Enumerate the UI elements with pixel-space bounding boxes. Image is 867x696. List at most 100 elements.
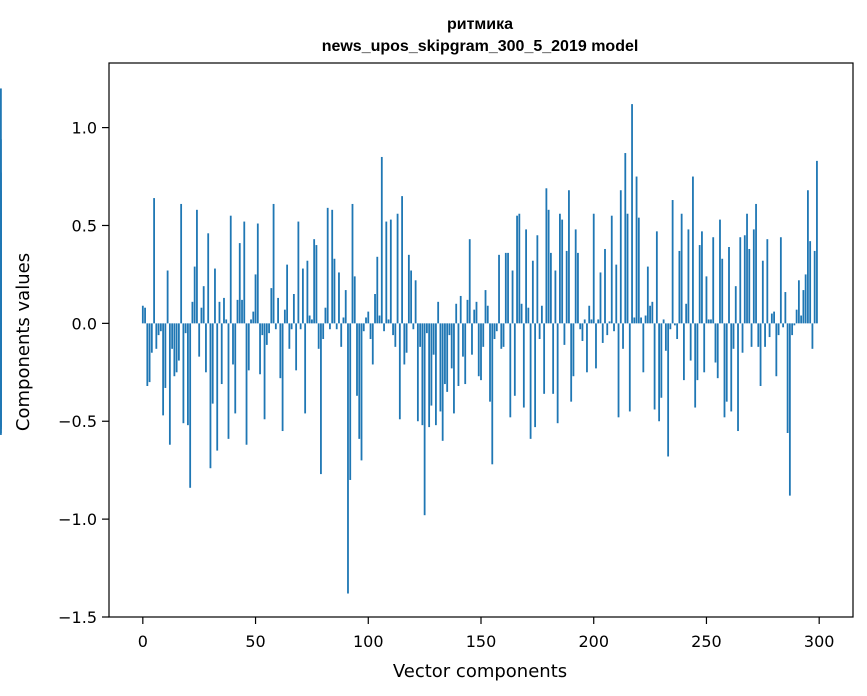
bar-156: [493, 323, 496, 340]
bar-148: [475, 301, 478, 324]
bar-4: [150, 323, 153, 353]
bar-19: [184, 323, 187, 334]
bar-200: [592, 213, 595, 324]
bar-88: [340, 323, 343, 347]
bar-59: [274, 323, 277, 330]
bar-291: [797, 280, 800, 324]
bar-211: [617, 323, 620, 418]
bar-87: [338, 272, 340, 324]
bar-274: [759, 323, 762, 386]
bar-268: [746, 213, 748, 324]
bar-114: [398, 323, 401, 420]
bar-111: [392, 323, 394, 336]
bar-21: [189, 323, 192, 488]
bar-103: [374, 294, 376, 324]
bar-22: [191, 301, 194, 324]
bar-82: [326, 207, 329, 324]
bar-85: [333, 258, 336, 324]
bar-151: [482, 323, 485, 347]
bar-49: [252, 311, 255, 324]
bar-289: [793, 323, 796, 326]
bar-5: [153, 198, 155, 324]
y-axis-ticks: −1.5 −1.0 −0.5 0.0 0.5 1.0: [58, 119, 109, 627]
bar-24: [196, 209, 198, 324]
bar-71: [301, 268, 304, 324]
bar-28: [205, 323, 207, 373]
bar-294: [804, 274, 807, 324]
x-tick-label: 150: [466, 632, 497, 651]
bar-118: [407, 254, 410, 324]
y-tick-label: 0.5: [72, 216, 97, 235]
bar-45: [243, 221, 246, 324]
bar-193: [577, 252, 579, 324]
bar-16: [177, 323, 180, 361]
bar-92: [349, 323, 352, 480]
bar-212: [619, 190, 622, 324]
bar-259: [725, 323, 728, 402]
bar-51: [256, 223, 259, 324]
bar-293: [802, 290, 805, 324]
bar-108: [385, 221, 388, 324]
chart-subtitle: news_upos_skipgram_300_5_2019 model: [322, 38, 639, 55]
bar-65: [288, 323, 291, 349]
bar-144: [466, 299, 469, 324]
bar-33: [216, 323, 219, 451]
bar-47: [247, 323, 250, 371]
bar-79: [320, 323, 322, 475]
bar-57: [270, 288, 273, 324]
bar-292: [800, 315, 803, 324]
bar-175: [536, 235, 539, 324]
bar-2: [146, 323, 149, 386]
bar-299: [816, 160, 818, 324]
bar-120: [412, 323, 415, 330]
y-tick-label: −0.5: [58, 412, 97, 431]
bar-264: [737, 323, 739, 432]
bar-284: [782, 323, 785, 328]
bar-3: [148, 323, 151, 383]
bar-266: [741, 323, 744, 353]
bar-37: [225, 319, 228, 324]
bar-17: [180, 203, 183, 324]
bar-124: [421, 323, 424, 426]
bar-203: [599, 272, 602, 324]
bar-91: [347, 323, 349, 594]
bar-220: [637, 217, 640, 324]
bar-56: [268, 323, 270, 334]
bar-13: [171, 323, 174, 349]
bar-189: [568, 190, 570, 324]
bar-143: [464, 323, 467, 385]
bar-234: [669, 323, 672, 330]
bar-6: [155, 323, 158, 349]
bar-214: [624, 153, 627, 324]
bar-127: [428, 323, 431, 428]
bar-48: [250, 319, 252, 324]
y-tick-label: −1.5: [58, 608, 97, 627]
bar-42: [236, 299, 239, 324]
bar-15: [175, 323, 178, 373]
bar-207: [608, 321, 611, 324]
x-tick-label: 200: [578, 632, 609, 651]
x-axis-ticks: 0 50 100 150 200 250 300: [138, 617, 834, 651]
bar-123: [419, 323, 422, 347]
bar-225: [649, 305, 651, 324]
bar-41: [234, 323, 237, 414]
bar-60: [277, 297, 279, 324]
bar-133: [441, 323, 444, 441]
bar-187: [563, 323, 566, 345]
bar-25: [198, 323, 201, 357]
bar-184: [556, 323, 559, 424]
bar-243: [689, 323, 692, 361]
x-tick-label: 250: [691, 632, 722, 651]
bar-213: [622, 323, 624, 349]
bar-125: [423, 323, 426, 516]
bar-163: [509, 323, 512, 418]
bar-157: [495, 323, 498, 332]
bar-206: [606, 323, 609, 336]
x-tick-label: 0: [138, 632, 148, 651]
bar-152: [484, 290, 487, 324]
bar-182: [552, 323, 555, 394]
bar-255: [716, 323, 719, 379]
bar-38: [227, 323, 230, 439]
bar-201: [595, 323, 597, 369]
bar-179: [545, 188, 548, 324]
